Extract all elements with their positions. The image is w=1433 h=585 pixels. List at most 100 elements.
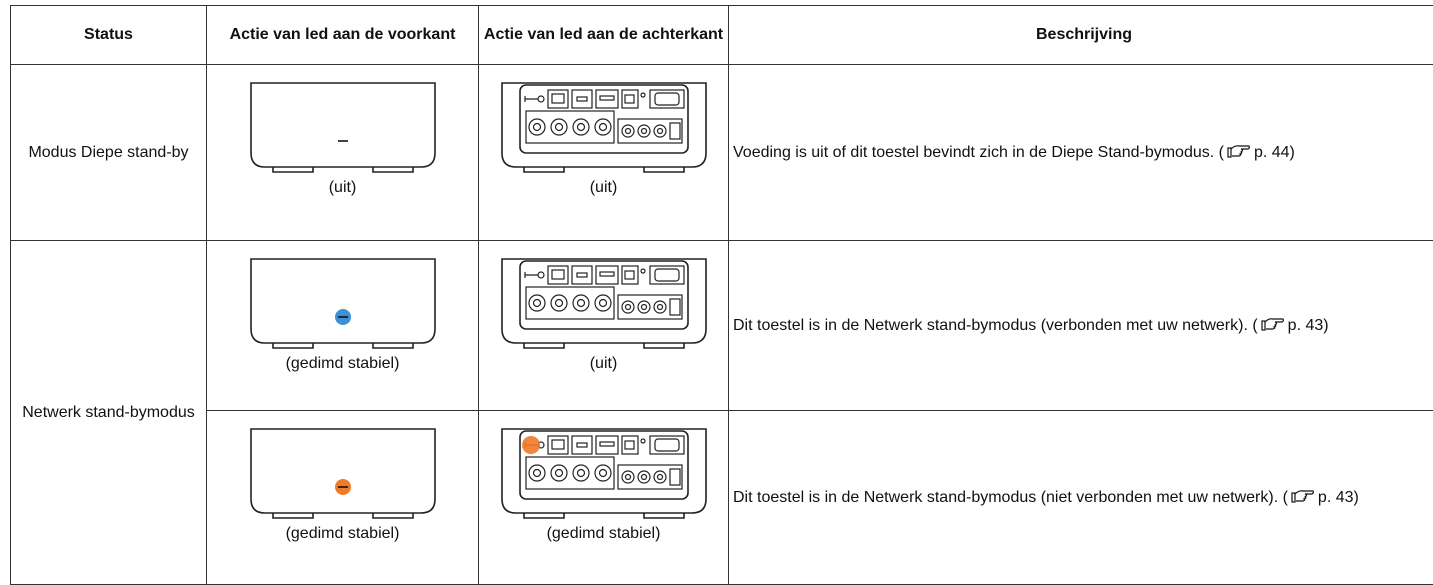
connector	[641, 269, 645, 273]
rear-device	[498, 425, 710, 525]
connector	[538, 272, 544, 278]
jack	[654, 301, 666, 313]
jack	[529, 295, 545, 311]
connector	[655, 93, 679, 105]
jack	[551, 465, 567, 481]
jack	[533, 470, 540, 477]
caption: (uit)	[590, 355, 618, 373]
jack	[573, 465, 589, 481]
jack	[657, 129, 662, 134]
connector	[600, 272, 614, 276]
jack	[625, 475, 630, 480]
jack	[641, 475, 646, 480]
jack	[533, 300, 540, 307]
connector	[548, 90, 568, 108]
status-cell: Netwerk stand-bymodus	[11, 241, 207, 585]
connector-block	[526, 457, 614, 489]
description-text: Dit toestel is in de Netwerk stand-bymod…	[733, 489, 1278, 506]
rear-cell: (gedimd stabiel)	[479, 411, 729, 585]
jack	[529, 119, 545, 135]
connector	[572, 436, 592, 454]
reference-icon	[1291, 489, 1315, 505]
jack	[625, 305, 630, 310]
jack	[641, 129, 646, 134]
jack	[599, 124, 606, 131]
description-cell: Dit toestel is in de Netwerk stand-bymod…	[729, 241, 1433, 411]
device-body	[251, 259, 435, 343]
jack	[551, 119, 567, 135]
caption: (uit)	[590, 179, 618, 197]
jack	[657, 305, 662, 310]
connector	[600, 442, 614, 446]
connector	[577, 443, 587, 447]
connector	[552, 94, 564, 103]
header-cell: Status	[11, 6, 207, 65]
connector	[525, 272, 538, 278]
cell-box: (uit)	[479, 65, 728, 203]
connector	[548, 266, 568, 284]
jack	[573, 119, 589, 135]
rear-device	[498, 79, 710, 179]
description-cell: Voeding is uit of dit toestel bevindt zi…	[729, 65, 1433, 241]
jack	[573, 295, 589, 311]
jack	[555, 124, 562, 131]
icon-part	[1231, 145, 1249, 155]
status-cell: Modus Diepe stand-by	[11, 65, 207, 241]
front-cell: (gedimd stabiel)	[207, 241, 479, 411]
jack	[599, 300, 606, 307]
jack	[638, 471, 650, 483]
jack	[638, 301, 650, 313]
led-glow	[522, 436, 540, 454]
cell-box: (uit)	[207, 65, 478, 203]
connector	[655, 439, 679, 451]
front-device	[247, 255, 439, 355]
jack	[599, 470, 606, 477]
icon-part	[1228, 148, 1231, 157]
description-text: Voeding is uit of dit toestel bevindt zi…	[733, 144, 1214, 161]
jack	[638, 125, 650, 137]
header-cell: Actie van led aan de achterkant	[479, 6, 729, 65]
jack	[577, 300, 584, 307]
description-text: Dit toestel is in de Netwerk stand-bymod…	[733, 317, 1248, 334]
connector	[538, 96, 544, 102]
connector	[670, 469, 680, 485]
connector	[641, 93, 645, 97]
reference-open: (	[1219, 144, 1224, 161]
icon-part	[1292, 493, 1295, 502]
cell-box: (gedimd stabiel)	[479, 411, 728, 549]
connector	[572, 90, 592, 108]
icon-part	[1265, 318, 1283, 328]
jack	[529, 465, 545, 481]
reference-page: p. 44)	[1254, 144, 1295, 161]
front-cell: (gedimd stabiel)	[207, 411, 479, 585]
connector-block	[526, 287, 614, 319]
connector	[552, 440, 564, 449]
reference-open: (	[1252, 317, 1257, 334]
jack	[595, 465, 611, 481]
connector	[655, 269, 679, 281]
header-row: Status Actie van led aan de voorkant Act…	[11, 6, 1433, 65]
cell-box: (gedimd stabiel)	[207, 241, 478, 379]
rear-cell: (uit)	[479, 241, 729, 411]
jack	[577, 470, 584, 477]
jack	[577, 124, 584, 131]
connector	[625, 441, 634, 449]
header-cell: Beschrijving	[729, 6, 1433, 65]
jack	[622, 471, 634, 483]
connector	[625, 95, 634, 103]
front-cell: (uit)	[207, 65, 479, 241]
jack	[654, 471, 666, 483]
connector	[572, 266, 592, 284]
reference-page: p. 43)	[1318, 489, 1359, 506]
icon-part	[1262, 321, 1265, 330]
jack	[657, 475, 662, 480]
cell-box: (gedimd stabiel)	[207, 411, 478, 549]
connector	[577, 273, 587, 277]
jack	[641, 305, 646, 310]
front-device	[247, 79, 439, 179]
connector	[670, 299, 680, 315]
connector	[600, 96, 614, 100]
jack	[533, 124, 540, 131]
caption: (gedimd stabiel)	[547, 525, 661, 543]
